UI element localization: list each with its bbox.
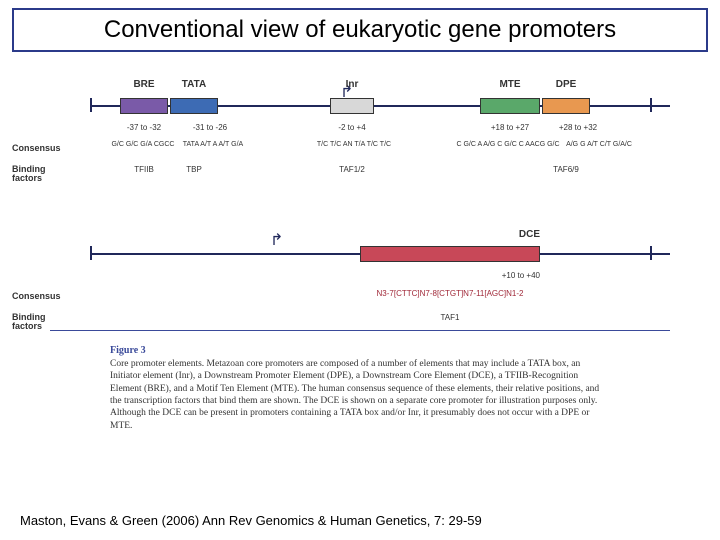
citation-text: Maston, Evans & Green (2006) Ann Rev Gen… [20,513,482,528]
element-label-dce: DCE [360,229,540,240]
title-box: Conventional view of eukaryotic gene pro… [12,8,708,52]
element-pos-tata: -31 to -26 [178,123,242,132]
element-label-tata: TATA [170,79,218,90]
element-box-dce [360,246,540,262]
element-pos-inr: -2 to +4 [326,123,378,132]
element-pos-mte: +18 to +27 [474,123,546,132]
figure-caption: Core promoter elements. Metazoan core pr… [110,358,610,432]
element-pos-dce: +10 to +40 [360,271,540,280]
axis-tick [650,98,652,112]
consensus-dpe: A/G G A/T C/T G/A/C [564,141,634,148]
tss-arrow-icon: ↱ [270,233,283,249]
page-title: Conventional view of eukaryotic gene pro… [104,16,616,43]
factor-dce: TAF1 [360,313,540,322]
consensus-bre: G/C G/C G/A CGCC [110,141,176,148]
figure-label: Figure 3 [110,345,610,356]
element-pos-dpe: +28 to +32 [548,123,608,132]
factor-dpe: TAF6/9 [542,165,590,174]
caption-divider [50,330,670,331]
caption-block: Figure 3 Core promoter elements. Metazoa… [110,345,610,432]
element-box-mte [480,98,540,114]
element-box-bre [120,98,168,114]
element-pos-bre: -37 to -32 [112,123,176,132]
axis-tick [90,246,92,260]
promoter-row-1: ↱ BRE -37 to -32 G/C G/C G/A CGCC TFIIB … [50,73,670,203]
element-box-tata [170,98,218,114]
factor-tata: TBP [170,165,218,174]
factor-inr: TAF1/2 [330,165,374,174]
factor-bre: TFIIB [120,165,168,174]
element-label-inr: Inr [330,79,374,90]
element-label-mte: MTE [480,79,540,90]
axis-tick [650,246,652,260]
element-box-dpe [542,98,590,114]
element-label-bre: BRE [120,79,168,90]
promoter-row-2: ↱ DCE +10 to +40 N3-7[CTTC]N7-8[CTGT]N7-… [50,223,670,323]
row-label-consensus: Consensus [12,143,72,153]
row-label-consensus: Consensus [12,291,72,301]
row-label-binding: Binding factors [12,313,72,331]
consensus-mte: C G/C A A/G C G/C C AACG G/C [454,141,562,148]
consensus-dce: N3-7[CTTC]N7-8[CTGT]N7-11[AGC]N1-2 [330,289,570,298]
consensus-tata: TATA A/T A A/T G/A [178,141,248,148]
element-box-inr [330,98,374,114]
row-label-binding: Binding factors [12,165,72,183]
element-label-dpe: DPE [542,79,590,90]
consensus-inr: T/C T/C AN T/A T/C T/C [314,141,394,148]
axis-tick [90,98,92,112]
